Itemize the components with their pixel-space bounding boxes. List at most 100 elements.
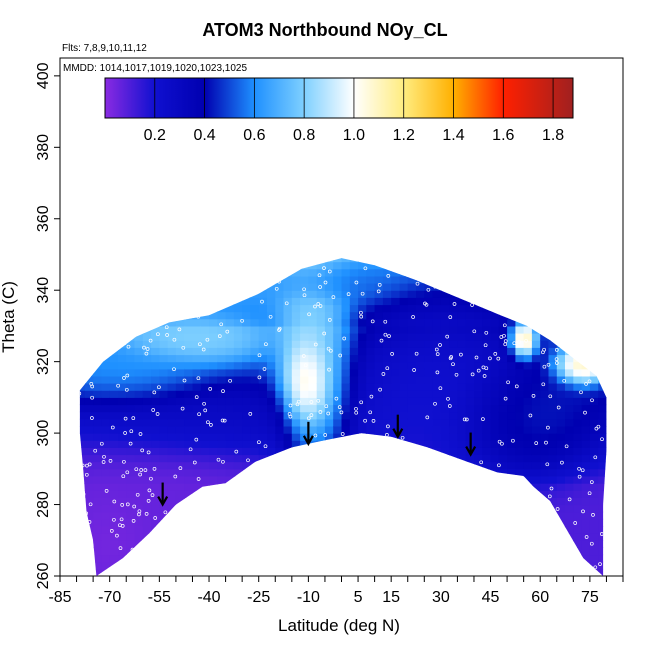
heatmap-cell: [151, 404, 160, 413]
heatmap-cell: [374, 368, 384, 377]
heatmap-cell: [192, 461, 202, 470]
heatmap-cell: [615, 483, 624, 491]
heatmap-cell: [192, 476, 202, 484]
heatmap-cell: [217, 561, 227, 570]
heatmap-cell: [589, 483, 599, 491]
heatmap-cell: [589, 318, 599, 327]
heatmap-cell: [200, 411, 210, 420]
heatmap-cell: [382, 433, 392, 441]
sample-point: [171, 551, 176, 555]
heatmap-cell: [548, 497, 558, 506]
heatmap-cell: [242, 318, 251, 327]
sample-point: [420, 448, 425, 452]
heatmap-cell: [399, 561, 409, 570]
heatmap-cell: [242, 340, 251, 348]
heatmap-cell: [573, 404, 583, 413]
heatmap-cell: [134, 497, 144, 506]
sample-point: [500, 441, 504, 446]
heatmap-cell: [598, 297, 607, 306]
heatmap-cell: [548, 411, 558, 420]
heatmap-cell: [84, 447, 94, 456]
heatmap-cell: [556, 440, 566, 448]
heatmap-cell: [440, 375, 450, 384]
heatmap-cell: [391, 340, 401, 348]
heatmap-cell: [300, 518, 309, 527]
heatmap-cell: [457, 468, 467, 477]
heatmap-cell: [540, 490, 550, 498]
heatmap-cell: [184, 258, 194, 263]
sample-point: [233, 278, 237, 283]
sample-point: [565, 305, 570, 310]
heatmap-cell: [233, 390, 243, 398]
heatmap-cell: [374, 476, 384, 484]
heatmap-cell: [523, 261, 533, 270]
heatmap-cell: [200, 454, 210, 463]
heatmap-cell: [101, 540, 111, 548]
heatmap-cell: [366, 511, 376, 520]
heatmap-cell: [498, 426, 508, 434]
sample-point: [386, 424, 390, 429]
heatmap-cell: [424, 418, 434, 427]
heatmap-cell: [598, 368, 607, 377]
heatmap-cell: [548, 333, 558, 341]
sample-point: [350, 494, 354, 499]
heatmap-cell: [606, 576, 615, 584]
heatmap-cell: [275, 447, 285, 456]
heatmap-cell: [93, 383, 102, 391]
heatmap-cell: [151, 354, 160, 363]
heatmap-cell: [134, 258, 144, 263]
heatmap-cell: [316, 261, 326, 270]
heatmap-cell: [242, 511, 251, 520]
heatmap-cell: [151, 290, 160, 298]
heatmap-cell: [474, 568, 483, 576]
heatmap-cell: [324, 283, 334, 291]
heatmap-cell: [333, 368, 343, 377]
sample-point: [196, 513, 200, 518]
heatmap-cell: [507, 247, 516, 255]
heatmap-cell: [250, 490, 260, 498]
sample-point: [277, 328, 281, 332]
heatmap-cell: [581, 483, 591, 491]
heatmap-cell: [565, 476, 574, 484]
heatmap-cell: [424, 397, 434, 406]
heatmap-cell: [126, 368, 136, 377]
heatmap-cell: [192, 375, 202, 384]
heatmap-cell: [324, 404, 334, 413]
sample-point: [363, 418, 367, 423]
heatmap-cell: [531, 311, 541, 320]
heatmap-cell: [598, 547, 607, 556]
heatmap-cell: [515, 461, 525, 470]
heatmap-cell: [432, 461, 442, 470]
heatmap-cell: [581, 568, 591, 576]
heatmap-cell: [200, 311, 210, 320]
heatmap-cell: [440, 411, 450, 420]
heatmap-cell: [175, 340, 185, 348]
heatmap-cell: [416, 483, 425, 491]
heatmap-cell: [291, 418, 301, 427]
sample-point: [591, 513, 595, 517]
heatmap-cell: [440, 383, 450, 391]
heatmap-cell: [60, 419, 69, 427]
heatmap-cell: [118, 411, 127, 420]
heatmap-cell: [391, 497, 401, 506]
heatmap-cell: [77, 576, 86, 584]
y-tick-label: 280: [35, 491, 52, 518]
heatmap-cell: [548, 368, 558, 377]
heatmap-cell: [324, 540, 334, 548]
heatmap-cell: [324, 290, 334, 298]
heatmap-cell: [193, 576, 202, 584]
sample-point: [546, 362, 551, 367]
heatmap-cell: [324, 518, 334, 527]
heatmap-cell: [233, 318, 243, 327]
heatmap-cell: [175, 497, 185, 506]
sample-point: [556, 405, 561, 410]
heatmap-cell: [333, 404, 343, 413]
heatmap-cell: [283, 290, 293, 298]
heatmap-cell: [143, 247, 152, 255]
heatmap-cell: [440, 333, 450, 341]
heatmap-cell: [101, 268, 111, 277]
heatmap-cell: [118, 283, 127, 291]
heatmap-cell: [267, 368, 276, 377]
heatmap-cell: [225, 290, 235, 298]
heatmap-cell: [291, 433, 301, 441]
